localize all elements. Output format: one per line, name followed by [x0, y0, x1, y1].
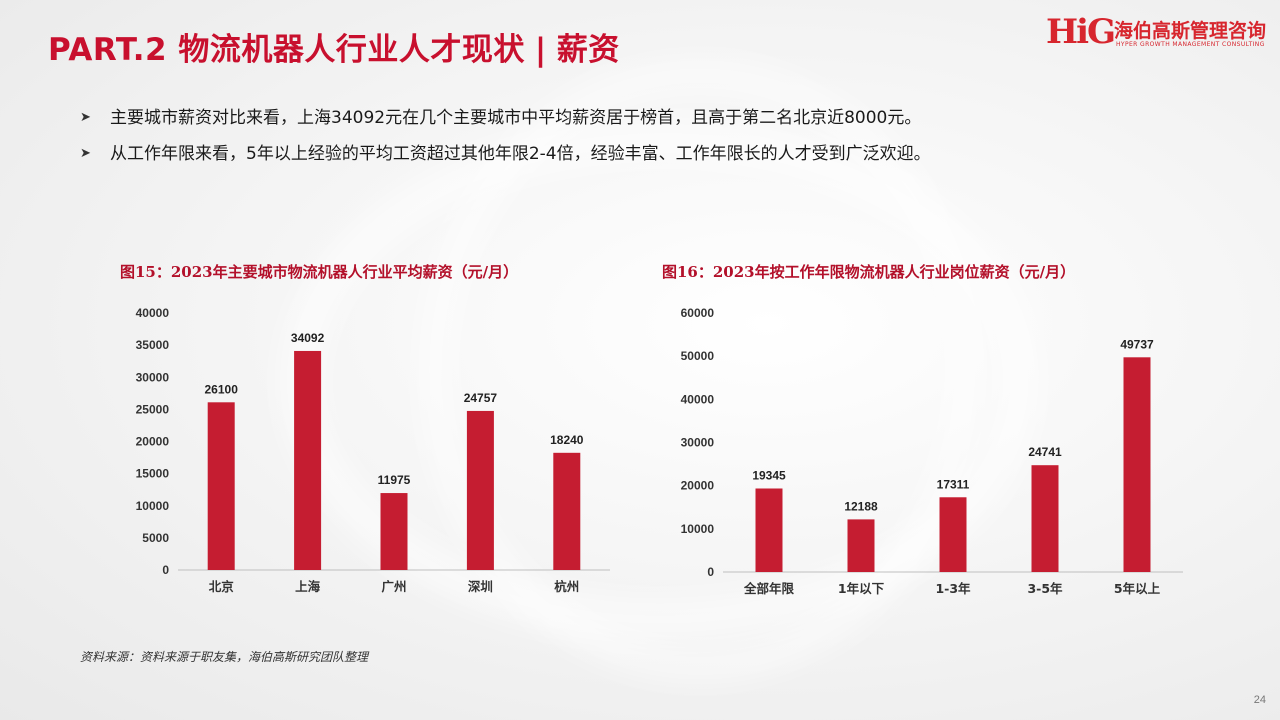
city-bar-value-label: 34092: [291, 331, 325, 345]
y-axis-tick-label: 5000: [142, 531, 169, 545]
exp-bar: [1123, 357, 1151, 572]
exp-category-label: 1年以下: [838, 581, 885, 596]
y-axis-tick-label: 10000: [136, 499, 170, 513]
exp-bar: [755, 488, 783, 572]
y-axis-tick-label: 50000: [681, 349, 715, 363]
arrow-right-icon: ➤: [80, 110, 91, 125]
y-axis-tick-label: 60000: [681, 306, 715, 320]
bullet-text: 从工作年限来看，5年以上经验的平均工资超过其他年限2-4倍，经验丰富、工作年限长…: [110, 144, 931, 164]
page-title-sub: 薪资: [556, 32, 620, 68]
chart-title-city: 图15：2023年主要城市物流机器人行业平均薪资（元/月）: [120, 263, 519, 281]
y-axis-tick-label: 30000: [681, 436, 715, 450]
y-axis-tick-label: 20000: [681, 479, 715, 493]
chart-title-experience: 图16：2023年按工作年限物流机器人行业岗位薪资（元/月）: [662, 263, 1076, 281]
exp-bar: [1031, 465, 1059, 572]
exp-bar-value-label: 24741: [1028, 445, 1062, 459]
y-axis-tick-label: 15000: [136, 467, 170, 481]
logo-english-name: HYPER GROWTH MANAGEMENT CONSULTING: [1116, 41, 1265, 48]
city-bar: [294, 350, 322, 570]
city-bar: [207, 402, 235, 570]
company-logo: HiG 海伯高斯管理咨询 HYPER GROWTH MANAGEMENT CON…: [1046, 12, 1268, 52]
y-axis-tick-label: 20000: [136, 435, 170, 449]
exp-bar-value-label: 17311: [937, 477, 970, 491]
y-axis-tick-label: 40000: [136, 306, 170, 320]
exp-bar-value-label: 19345: [752, 468, 786, 482]
city-bar-value-label: 26100: [205, 382, 239, 396]
y-axis-tick-label: 40000: [681, 392, 715, 406]
exp-bar-value-label: 12188: [844, 499, 878, 513]
experience-salary-chart: 0 10000 20000 30000 40000 50000 60000 19345 全部年限…: [681, 306, 1183, 596]
y-axis-tick-label: 35000: [136, 338, 170, 352]
exp-bar: [939, 497, 967, 572]
city-category-label: 上海: [295, 579, 321, 594]
exp-category-label: 3-5年: [1027, 581, 1063, 596]
city-bar-value-label: 24757: [464, 391, 498, 405]
exp-category-label: 5年以上: [1114, 581, 1161, 596]
city-bar-value-label: 11975: [378, 473, 411, 487]
page-title: PART.2 物流机器人行业人才现状 | 薪资: [48, 24, 620, 69]
city-category-label: 广州: [381, 579, 406, 594]
bullet-text: 主要城市薪资对比来看，上海34092元在几个主要城市中平均薪资居于榜首，且高于第…: [110, 108, 922, 128]
city-category-label: 北京: [209, 579, 235, 594]
bullet-item: ➤ 从工作年限来看，5年以上经验的平均工资超过其他年限2-4倍，经验丰富、工作年…: [80, 136, 1200, 172]
logo-chinese-name: 海伯高斯管理咨询: [1114, 20, 1267, 42]
page-number: 24: [1253, 694, 1266, 706]
city-category-label: 深圳: [468, 579, 493, 594]
y-axis-tick-label: 25000: [136, 402, 170, 416]
city-bar: [553, 452, 581, 570]
page-title-separator: |: [534, 32, 547, 68]
summary-bullets: ➤ 主要城市薪资对比来看，上海34092元在几个主要城市中平均薪资居于榜首，且高…: [80, 100, 1200, 172]
source-note: 资料来源：资料来源于职友集，海伯高斯研究团队整理: [80, 650, 369, 664]
logo-mark: HiG: [1046, 12, 1116, 52]
city-bar: [380, 493, 408, 570]
y-axis-tick-label: 0: [162, 563, 169, 577]
y-axis-tick-label: 0: [707, 565, 714, 579]
arrow-right-icon: ➤: [80, 146, 91, 161]
exp-category-label: 1-3年: [935, 581, 971, 596]
exp-bar: [847, 519, 875, 572]
y-axis-tick-label: 10000: [681, 522, 715, 536]
exp-bar-value-label: 49737: [1120, 337, 1154, 351]
city-salary-chart: 0 5000 10000 15000 20000 25000 30000 35000 40000…: [136, 306, 610, 594]
exp-category-label: 全部年限: [743, 581, 795, 596]
page-title-main: PART.2 物流机器人行业人才现状: [48, 32, 525, 68]
y-axis-tick-label: 30000: [136, 370, 170, 384]
city-bar: [466, 410, 494, 570]
bullet-item: ➤ 主要城市薪资对比来看，上海34092元在几个主要城市中平均薪资居于榜首，且高…: [80, 100, 1200, 136]
city-bar-value-label: 18240: [550, 433, 584, 447]
city-category-label: 杭州: [554, 579, 579, 594]
